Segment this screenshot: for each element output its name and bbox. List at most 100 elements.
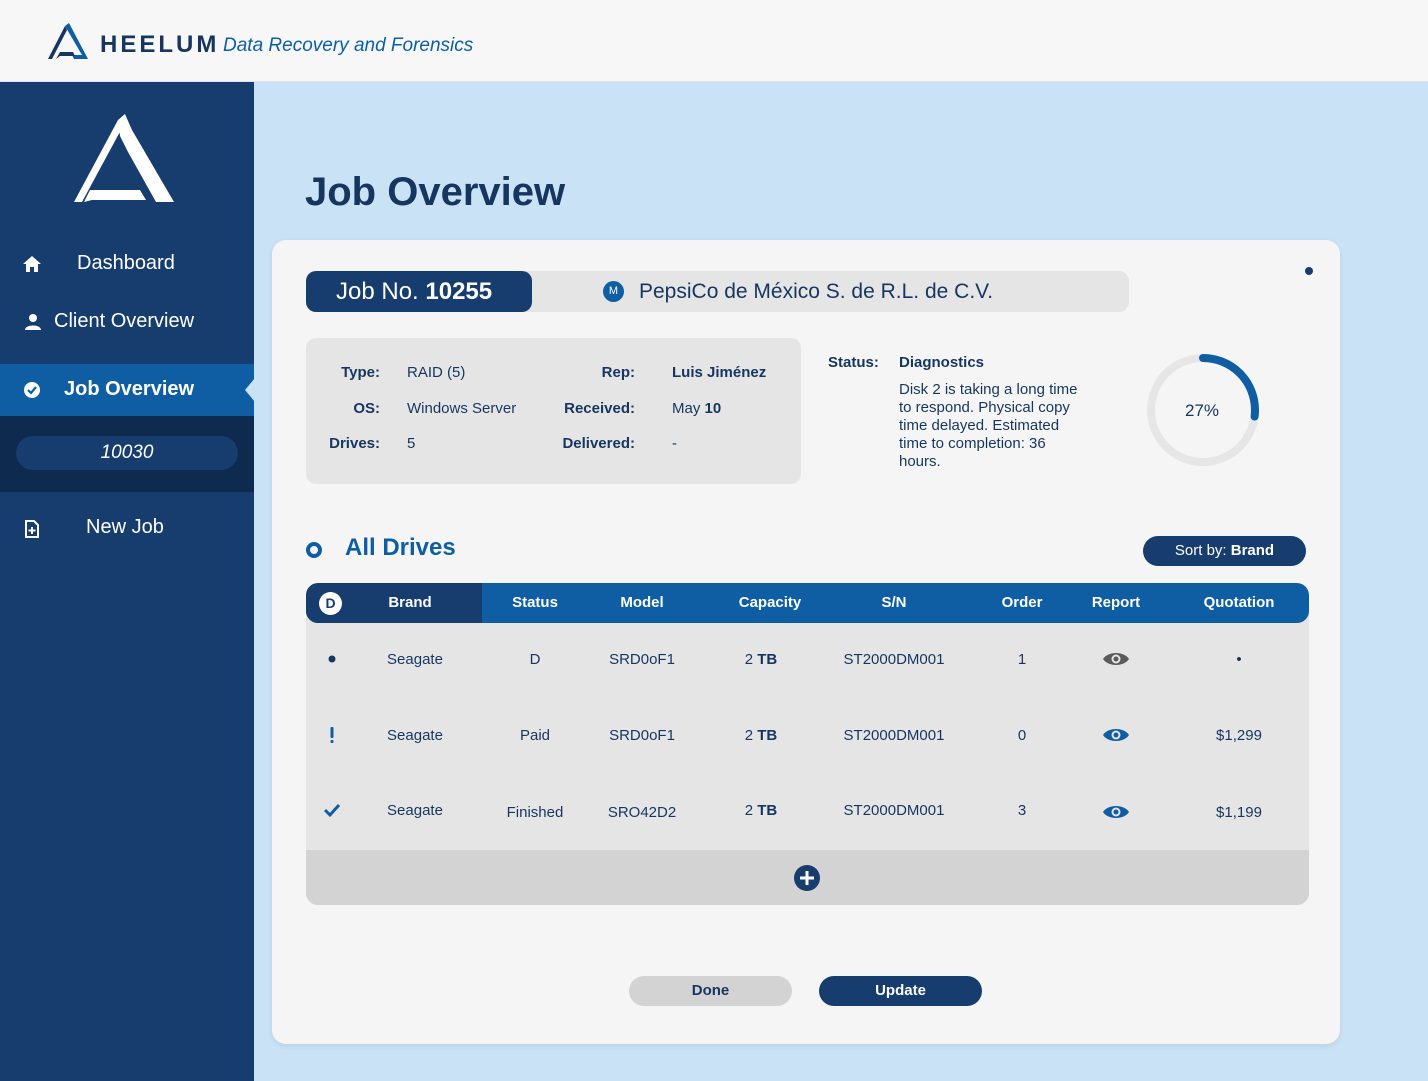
top-bar: HEELUM Data Recovery and Forensics — [0, 0, 1428, 82]
received-day: 10 — [704, 400, 722, 417]
drive-badge: D — [319, 592, 342, 615]
status-title: Diagnostics — [899, 354, 985, 371]
capacity-number: 2 — [744, 802, 754, 819]
cell-status: Finished — [506, 804, 564, 821]
cell-quotation: $1,199 — [1216, 804, 1262, 821]
eye-icon[interactable] — [1102, 726, 1130, 744]
eye-icon[interactable] — [1102, 650, 1130, 668]
client-name[interactable]: PepsiCo de México S. de R.L. de C.V. — [639, 280, 994, 303]
cell-capacity: 2 TB — [731, 727, 791, 744]
sidebar-item-client-overview[interactable]: Client Overview — [0, 296, 254, 348]
rep-label: Rep: — [601, 364, 635, 381]
cell-order: 0 — [1017, 727, 1027, 744]
received-value: May 10 — [672, 400, 721, 417]
capacity-unit: TB — [757, 727, 778, 744]
job-header-bar: Job No. 10255 M PepsiCo de México S. de … — [306, 271, 1129, 312]
check-circle-icon — [24, 382, 40, 398]
cell-quotation: • — [1236, 651, 1242, 668]
job-card: Job No. 10255 M PepsiCo de México S. de … — [272, 240, 1340, 1044]
drives-table: D Brand Status Model Capacity S/N Order … — [306, 583, 1309, 905]
capacity-unit: TB — [757, 651, 778, 668]
job-number: 10255 — [425, 278, 493, 305]
cell-sn: ST2000DM001 — [843, 651, 945, 668]
table-row[interactable]: Seagate Paid SRD0oF1 2 TB ST2000DM001 0 … — [306, 699, 1309, 774]
dot-icon — [328, 655, 336, 663]
capacity-unit: TB — [757, 802, 778, 819]
cell-brand: Seagate — [387, 727, 443, 744]
check-icon — [324, 803, 340, 818]
sort-value: Brand — [1230, 542, 1275, 559]
cell-model: SRO42D2 — [607, 804, 677, 821]
progress-arc — [1147, 354, 1259, 466]
job-number-pill: Job No. 10255 — [306, 271, 532, 312]
cell-capacity: 2 TB — [731, 802, 791, 819]
sidebar-item-label: Client Overview — [54, 310, 195, 332]
cell-model: SRD0oF1 — [609, 727, 675, 744]
sidebar-item-job-overview[interactable]: Job Overview — [0, 364, 255, 416]
cell-brand: Seagate — [387, 651, 443, 668]
sidebar-subnav: 10030 — [0, 416, 254, 492]
drives-value: 5 — [407, 435, 416, 452]
sort-button[interactable]: Sort by: Brand — [1143, 536, 1306, 566]
column-capacity[interactable]: Capacity — [738, 594, 802, 611]
sidebar-item-dashboard[interactable]: Dashboard — [0, 238, 254, 290]
sidebar-item-new-job[interactable]: New Job — [0, 502, 254, 554]
sidebar-item-label: Job Overview — [64, 378, 195, 400]
sidebar-subitem-job[interactable]: 10030 — [16, 436, 238, 470]
received-label: Received: — [564, 400, 635, 417]
cell-sn: ST2000DM001 — [843, 802, 945, 819]
sidebar-item-label: Dashboard — [77, 252, 175, 274]
home-icon — [23, 256, 41, 272]
update-button[interactable]: Update — [819, 976, 982, 1006]
table-row[interactable]: Seagate D SRD0oF1 2 TB ST2000DM001 1 • — [306, 623, 1309, 698]
rep-value: Luis Jiménez — [672, 364, 767, 381]
sort-prefix: Sort by: — [1174, 542, 1227, 559]
os-label: OS: — [353, 400, 380, 417]
cell-status: Paid — [519, 727, 551, 744]
capacity-number: 2 — [744, 651, 754, 668]
drives-label: Drives: — [329, 435, 380, 452]
drives-section-icon — [306, 542, 322, 558]
cell-model: SRD0oF1 — [609, 651, 675, 668]
delivered-value: - — [672, 435, 677, 452]
heelum-logo-icon — [48, 23, 88, 59]
eye-icon[interactable] — [1102, 803, 1130, 821]
drives-section-title: All Drives — [345, 534, 456, 561]
cell-capacity: 2 TB — [731, 651, 791, 668]
column-status[interactable]: Status — [512, 594, 558, 611]
type-label: Type: — [341, 364, 380, 381]
cell-status: D — [529, 651, 541, 668]
brand-name: HEELUM — [100, 31, 220, 58]
column-brand[interactable]: Brand — [388, 594, 432, 611]
add-drive-button[interactable] — [793, 864, 821, 892]
delivered-label: Delivered: — [562, 435, 635, 452]
sidebar-logo-icon — [74, 114, 174, 202]
done-button[interactable]: Done — [629, 976, 792, 1006]
type-value: RAID (5) — [407, 364, 466, 381]
column-model[interactable]: Model — [620, 594, 664, 611]
table-header: D Brand Status Model Capacity S/N Order … — [306, 583, 1309, 623]
column-sn[interactable]: S/N — [881, 594, 907, 611]
cell-sn: ST2000DM001 — [843, 727, 945, 744]
progress-percent: 27% — [1184, 401, 1220, 420]
column-report[interactable]: Report — [1091, 594, 1141, 611]
file-add-icon — [25, 520, 39, 538]
column-quotation[interactable]: Quotation — [1203, 594, 1275, 611]
table-footer — [306, 850, 1309, 905]
client-badge: M — [603, 281, 624, 302]
brand-tagline: Data Recovery and Forensics — [223, 35, 474, 56]
exclamation-icon — [330, 727, 334, 743]
job-info-box: Type: RAID (5) OS: Windows Server Drives… — [306, 338, 801, 484]
column-order[interactable]: Order — [1001, 594, 1043, 611]
table-row[interactable]: Seagate Finished SRO42D2 2 TB ST2000DM00… — [306, 774, 1309, 849]
cell-quotation: $1,299 — [1216, 727, 1262, 744]
cell-brand: Seagate — [387, 802, 443, 819]
sidebar: Dashboard Client Overview Job Overview 1… — [0, 82, 255, 1081]
cell-order: 3 — [1017, 802, 1027, 819]
user-icon — [25, 314, 41, 330]
job-number-label: Job No. — [336, 278, 419, 305]
card-menu-dot[interactable] — [1305, 267, 1313, 275]
page-title: Job Overview — [305, 170, 566, 214]
received-month: May — [672, 400, 701, 417]
status-description: Disk 2 is taking a long time to respond.… — [899, 381, 1078, 470]
